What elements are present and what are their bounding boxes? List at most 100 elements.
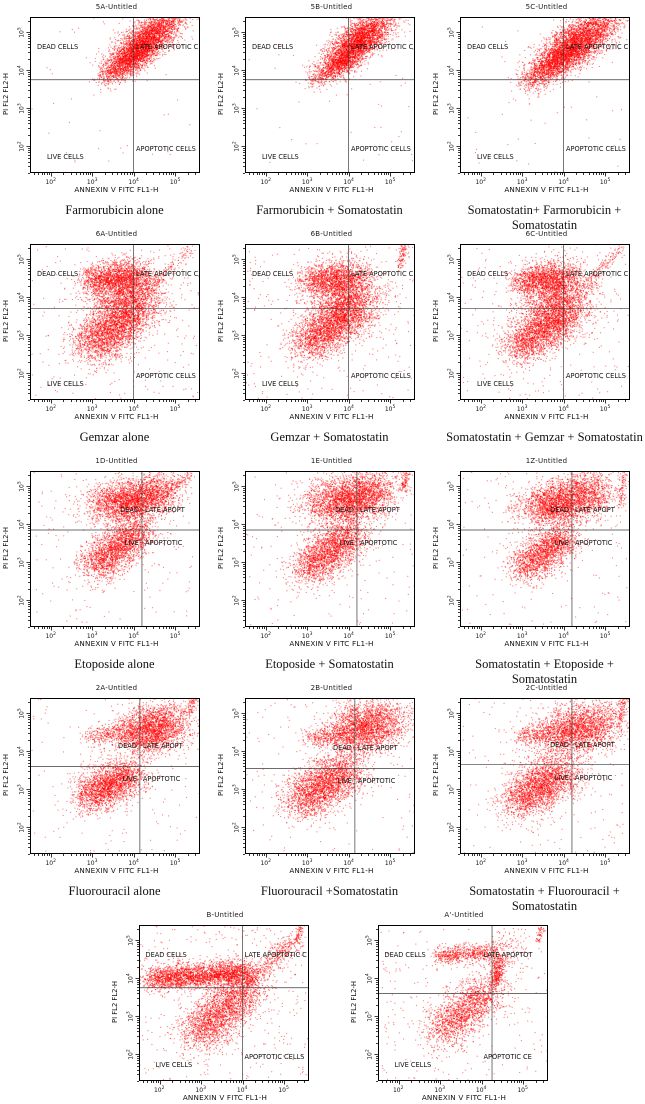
tick-base: 10 <box>448 711 456 719</box>
tick-base: 10 <box>599 179 608 186</box>
tick-base: 10 <box>45 860 54 867</box>
y-tick-label: 102 <box>16 820 26 836</box>
plot-canvas <box>14 240 204 412</box>
tick-exponent: 2 <box>447 822 453 826</box>
x-axis-label: ANNEXIN V FITC FL1-H <box>74 639 159 648</box>
tick-base: 10 <box>301 179 310 186</box>
plot-area: PI FL2 FL2-H 102 102 103 103 104 104 105 105 DEAD… <box>0 467 215 640</box>
y-axis-label: PI FL2 FL2-H <box>2 299 10 343</box>
x-tick-label: 105 <box>166 857 184 867</box>
tick-base: 10 <box>516 860 525 867</box>
tick-exponent: 4 <box>17 519 23 523</box>
y-axis-label: PI FL2 FL2-H <box>217 299 225 343</box>
tick-base: 10 <box>18 825 26 834</box>
plot-cell: B-Untitled PI FL2 FL2-H 102 102 103 103 104 104… <box>109 910 324 1104</box>
y-axis-label: PI FL2 FL2-H <box>2 753 10 797</box>
tick-exponent: 3 <box>447 103 453 107</box>
tick-exponent: 3 <box>442 1086 445 1091</box>
y-tick-label: 105 <box>231 252 241 268</box>
tick-base: 10 <box>475 406 484 413</box>
x-tick-label: 105 <box>166 403 184 413</box>
tick-base: 10 <box>448 295 456 304</box>
tick-exponent: 3 <box>309 178 313 183</box>
tick-exponent: 5 <box>17 481 23 485</box>
plot-caption: Somatostatin + Gemzar + Somatostatin <box>446 430 643 444</box>
tick-base: 10 <box>384 179 393 186</box>
tick-base: 10 <box>233 257 241 265</box>
plot-cell: 2A-Untitled PI FL2 FL2-H 102 102 103 103 104 10… <box>0 683 215 901</box>
tick-base: 10 <box>127 976 134 985</box>
x-tick-label: 104 <box>125 857 143 867</box>
tick-base: 10 <box>301 860 310 867</box>
tick-base: 10 <box>448 106 456 115</box>
y-tick-label: 102 <box>231 820 241 836</box>
tick-base: 10 <box>384 860 393 867</box>
tick-base: 10 <box>558 179 567 186</box>
tick-exponent: 3 <box>447 330 453 334</box>
y-axis-label: PI FL2 FL2-H <box>349 980 358 1024</box>
tick-exponent: 2 <box>447 595 453 599</box>
y-tick-label: 105 <box>446 706 456 722</box>
tick-exponent: 2 <box>232 141 238 145</box>
tick-base: 10 <box>448 30 456 38</box>
tick-exponent: 2 <box>53 405 56 410</box>
tick-exponent: 3 <box>232 103 238 107</box>
tick-exponent: 2 <box>17 595 23 599</box>
tick-exponent: 4 <box>566 859 569 864</box>
plot-title: 5A-Untitled <box>95 3 138 11</box>
tick-base: 10 <box>558 633 567 640</box>
plot-title: 6C-Untitled <box>525 230 568 238</box>
tick-base: 10 <box>301 633 310 640</box>
y-tick-label: 105 <box>16 252 26 268</box>
tick-exponent: 2 <box>268 178 271 183</box>
tick-base: 10 <box>233 560 241 569</box>
x-tick-label: 103 <box>83 176 101 186</box>
x-tick-label: 102 <box>42 857 60 867</box>
tick-base: 10 <box>366 976 373 985</box>
tick-exponent: 5 <box>17 27 23 31</box>
tick-exponent: 2 <box>365 1049 370 1053</box>
tick-base: 10 <box>260 860 269 867</box>
x-tick-label: 102 <box>42 176 60 186</box>
tick-base: 10 <box>448 484 456 492</box>
y-tick-label: 103 <box>231 555 241 571</box>
tick-base: 10 <box>233 484 241 492</box>
x-tick-label: 105 <box>596 176 614 186</box>
x-tick-label: 105 <box>514 1084 532 1094</box>
x-tick-label: 104 <box>340 176 358 186</box>
x-tick-label: 103 <box>83 403 101 413</box>
tick-base: 10 <box>169 860 178 867</box>
tick-base: 10 <box>233 711 241 719</box>
tick-base: 10 <box>233 295 241 304</box>
x-axis-label: ANNEXIN V FITC FL1-H <box>421 1093 507 1102</box>
x-tick-label: 103 <box>298 857 316 867</box>
tick-base: 10 <box>343 179 352 186</box>
tick-exponent: 5 <box>524 1086 528 1091</box>
tick-base: 10 <box>18 787 26 796</box>
tick-exponent: 5 <box>285 1086 289 1091</box>
plot-area: PI FL2 FL2-H 102 102 103 103 104 104 105 105 DEAD… <box>348 921 563 1094</box>
plot-title: 5C-Untitled <box>525 3 568 11</box>
plot-canvas <box>444 694 634 866</box>
tick-exponent: 3 <box>17 784 23 788</box>
y-tick-label: 105 <box>446 252 456 268</box>
tick-exponent: 2 <box>53 178 56 183</box>
tick-base: 10 <box>86 179 95 186</box>
y-tick-label: 102 <box>16 139 26 155</box>
plot-caption: Gemzar alone <box>79 430 150 444</box>
y-tick-label: 104 <box>446 290 456 306</box>
tick-base: 10 <box>233 68 241 77</box>
tick-exponent: 4 <box>17 746 23 750</box>
x-axis-label: ANNEXIN V FITC FL1-H <box>289 639 374 648</box>
x-tick-label: 103 <box>298 403 316 413</box>
plot-caption: Fluorouracil alone <box>68 884 161 898</box>
plot-row: 5A-Untitled PI FL2 FL2-H 102 102 103 103 104 10… <box>0 2 645 232</box>
tick-base: 10 <box>233 144 241 153</box>
tick-base: 10 <box>343 633 352 640</box>
tick-base: 10 <box>18 333 26 342</box>
plot-caption: Farmorubicin alone <box>65 203 164 217</box>
tick-exponent: 5 <box>232 481 238 485</box>
plot-cell: A'-Untitled PI FL2 FL2-H 102 102 103 103 104 10… <box>348 910 563 1104</box>
plot-area: PI FL2 FL2-H 102 102 103 103 104 104 105 105 DEAD… <box>0 13 215 186</box>
y-axis-label: PI FL2 FL2-H <box>2 72 10 116</box>
